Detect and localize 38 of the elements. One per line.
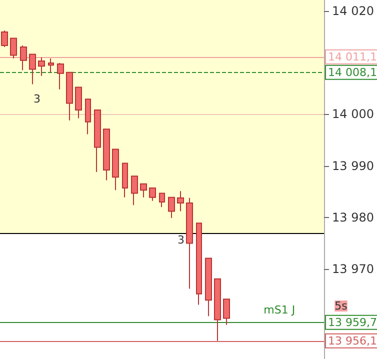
y-tick-label: 13 990 (332, 158, 374, 173)
y-tick-label: 14 020 (332, 4, 374, 18)
y-tick-label: 13 970 (332, 262, 374, 276)
y-tick-label: 13 980 (332, 210, 374, 224)
candlestick (205, 258, 212, 317)
candlestick (48, 58, 54, 73)
candlestick (177, 190, 184, 212)
candlestick (140, 183, 147, 198)
ref-line-label: 13 959,7 (328, 316, 377, 329)
candlestick (168, 196, 175, 218)
candlestick (38, 56, 45, 76)
candlestick (131, 176, 138, 206)
candlestick (20, 44, 27, 71)
candlestick (149, 188, 156, 202)
candlestick (75, 86, 82, 119)
y-tick-label: 14 000 (332, 107, 374, 122)
candlestick (1, 30, 8, 48)
candlestick (94, 110, 101, 173)
annotation: 3 (178, 234, 184, 246)
candlestick (57, 62, 64, 90)
candlestick (85, 98, 91, 135)
candlestick (214, 278, 221, 342)
candlestick (103, 128, 110, 181)
candlestick (159, 192, 165, 208)
candlestick (66, 72, 73, 121)
ref-line-label: 14 011,1 (328, 50, 377, 64)
candlestick (196, 222, 202, 306)
candlestick (186, 197, 193, 290)
candlestick (122, 162, 128, 198)
candlestick (29, 54, 36, 85)
annotation: 3 (34, 92, 40, 106)
annotation: mS1 J (264, 303, 296, 316)
candlestick (112, 148, 119, 191)
candlestick (223, 298, 230, 326)
ref-line-label: 13 956,1 (328, 334, 377, 348)
text: 5s (334, 300, 348, 312)
ref-line-label: 14 008,1 (328, 66, 377, 79)
candlestick (10, 38, 17, 59)
